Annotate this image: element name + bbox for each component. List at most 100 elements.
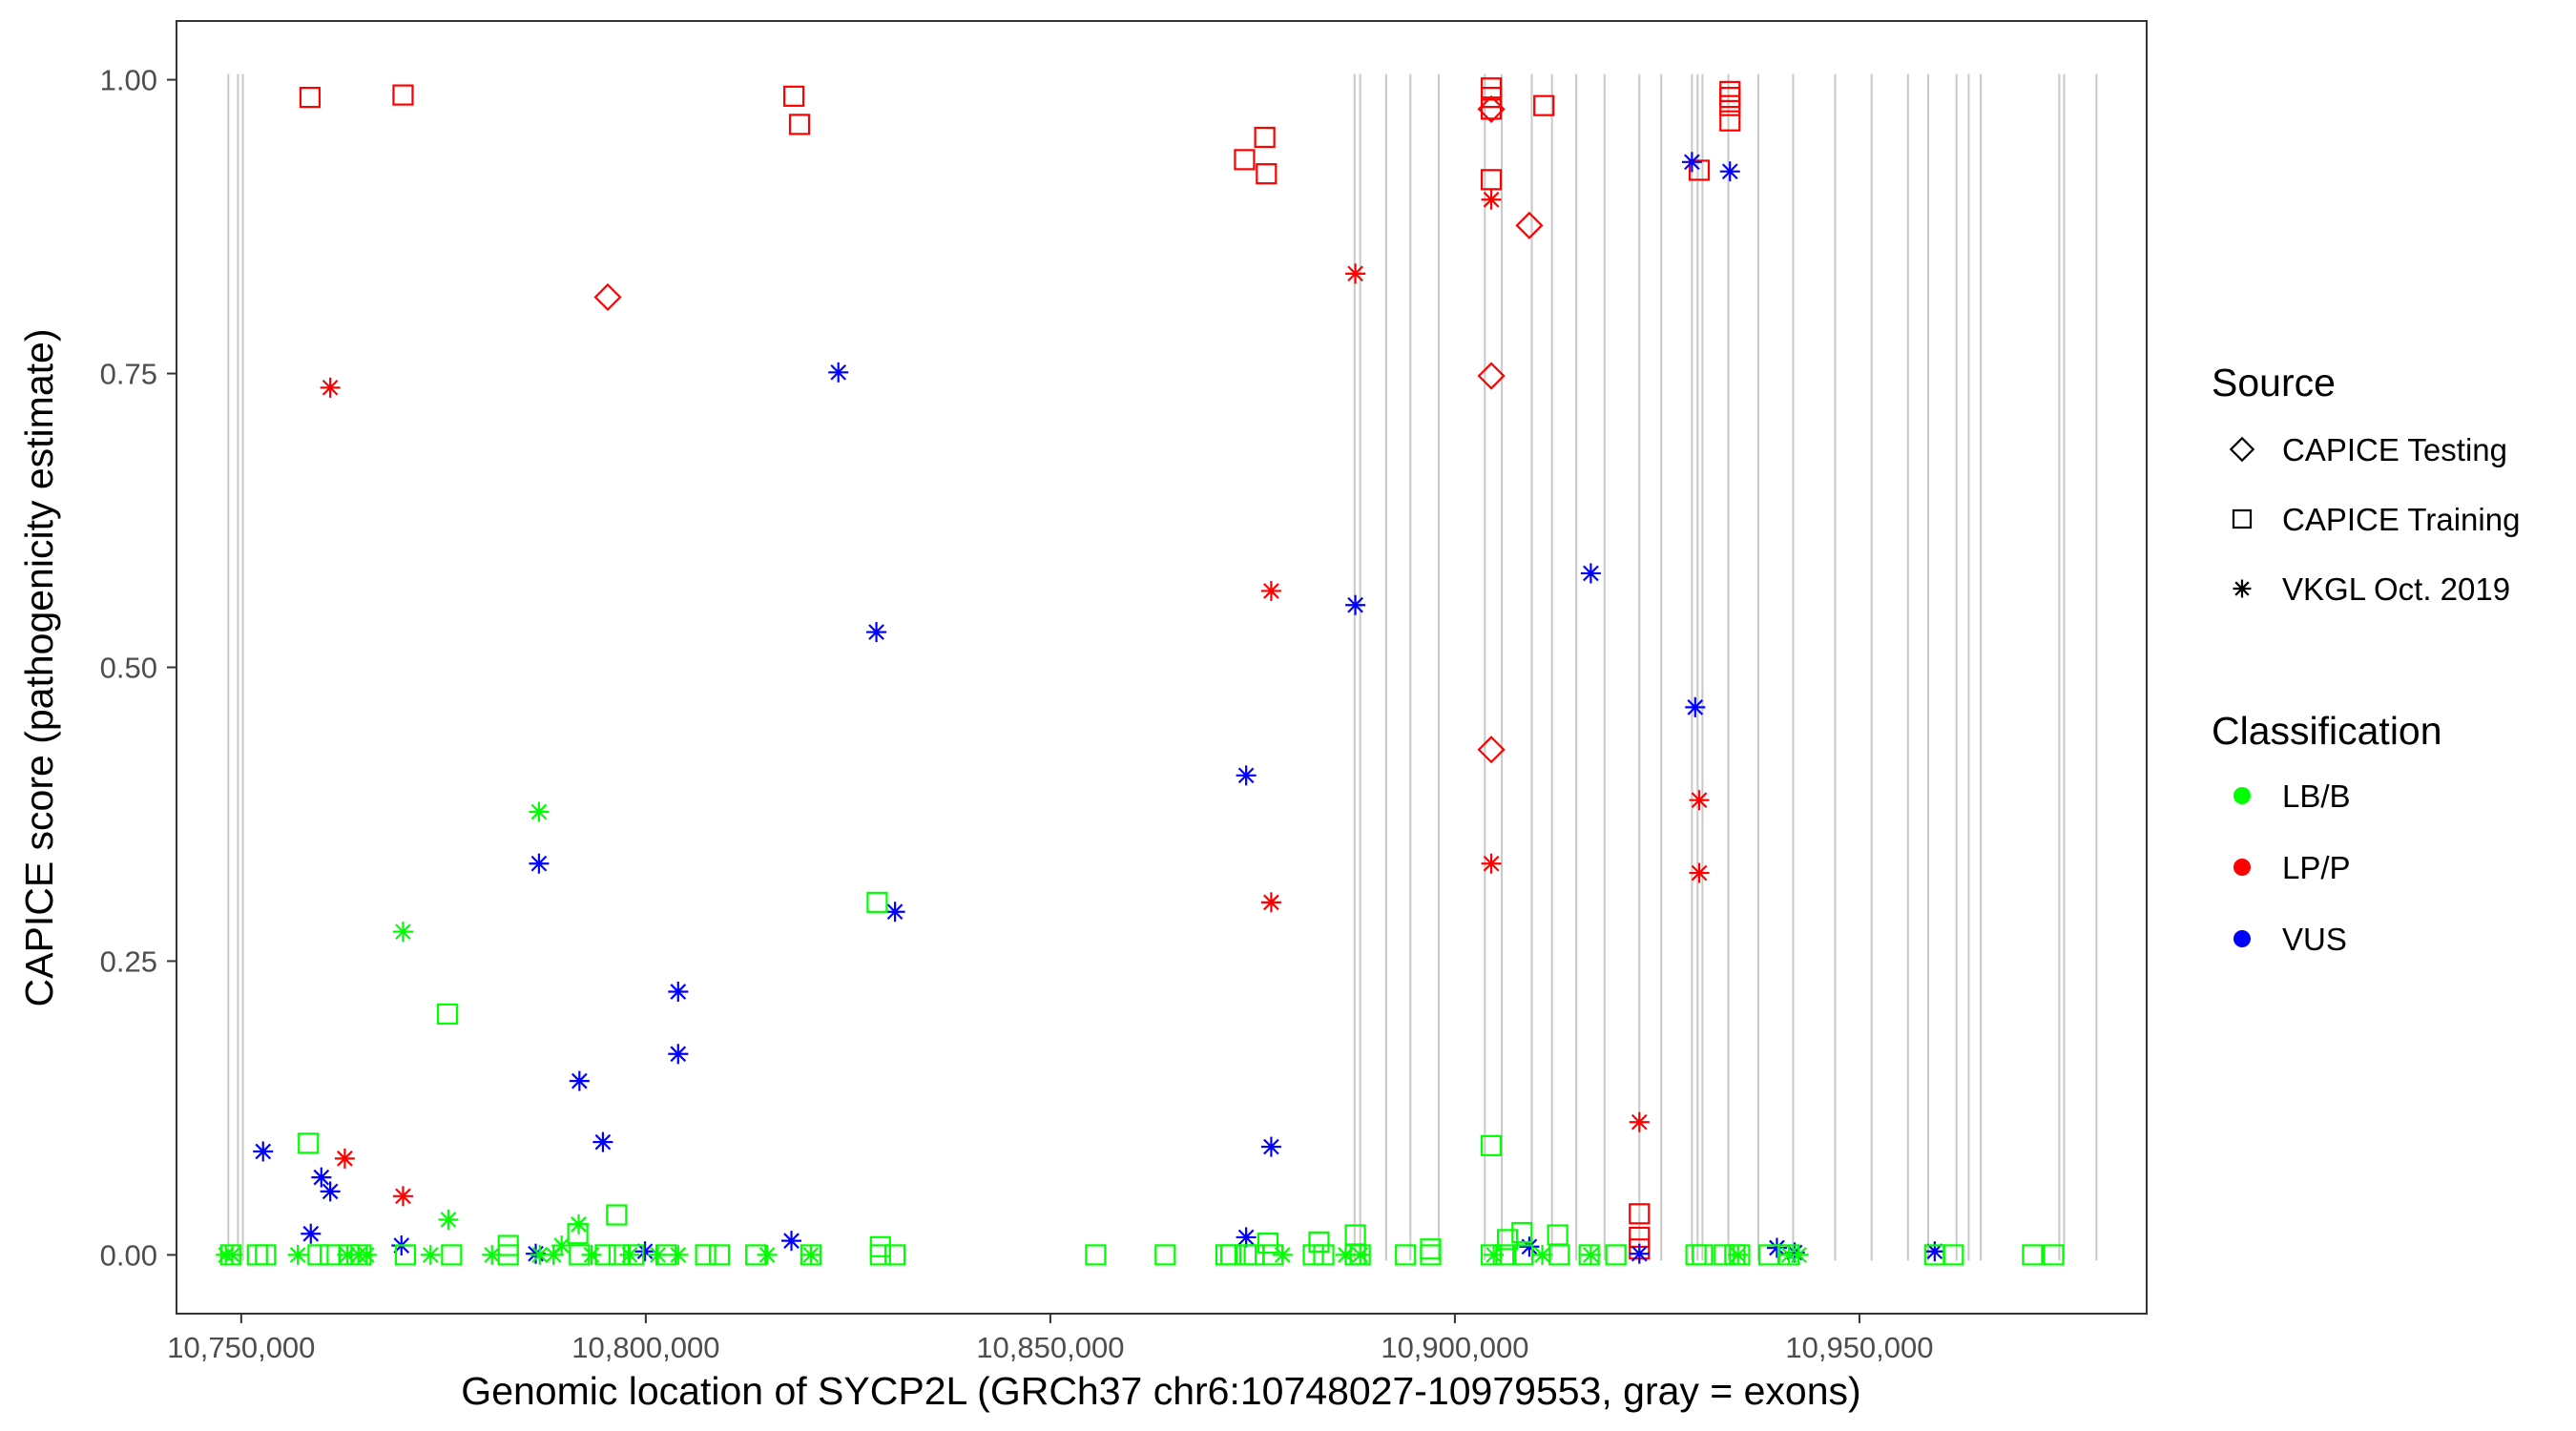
data-point (1481, 853, 1502, 874)
legend-source-items: CAPICE Testing CAPICE Training VKGL Oct. 2… (2229, 432, 2520, 607)
data-point (1757, 1244, 1780, 1266)
data-point (298, 1132, 320, 1154)
y-axis: 0.00 0.25 0.50 0.75 1.00 (100, 64, 177, 1272)
data-point (438, 1209, 459, 1230)
data-point (2043, 1244, 2065, 1266)
data-point (593, 282, 622, 312)
x-tick-label: 10,950,000 (1785, 1331, 1933, 1364)
data-point (1788, 1244, 1809, 1265)
y-tick-label: 0.50 (100, 652, 157, 685)
data-point (1477, 94, 1506, 123)
data-point (866, 622, 887, 643)
data-point (436, 1003, 459, 1025)
data-point (529, 801, 550, 822)
data-point (1496, 1229, 1519, 1251)
data-point (668, 1044, 689, 1065)
data-point (334, 1148, 355, 1169)
data-point (1272, 1244, 1293, 1265)
data-point (255, 1244, 277, 1266)
data-point (1688, 159, 1711, 181)
data-point (392, 1186, 413, 1207)
data-point (883, 1244, 906, 1266)
data-point (1257, 1232, 1279, 1255)
legend-class-items: LB/B LP/P VUS (2233, 778, 2351, 957)
data-point (1629, 1111, 1650, 1132)
data-point (708, 1244, 731, 1266)
legend: Source CAPICE Testing CAPICE Training VKGL… (2212, 361, 2520, 957)
legend-key-asterisk (2233, 579, 2252, 598)
data-point (311, 1167, 332, 1188)
data-point (1350, 1244, 1371, 1265)
data-point (668, 981, 689, 1002)
data-point (869, 1244, 891, 1266)
data-point (1420, 1244, 1442, 1266)
data-point (1480, 169, 1503, 191)
legend-label: VKGL Oct. 2019 (2282, 571, 2510, 607)
legend-label: CAPICE Training (2282, 502, 2520, 537)
data-point (320, 377, 341, 398)
legend-key-square (2232, 508, 2253, 529)
data-point (1256, 163, 1278, 185)
data-point (1692, 1244, 1714, 1266)
data-points (216, 77, 2065, 1266)
legend-label: LP/P (2282, 850, 2351, 885)
data-point (1689, 790, 1710, 811)
data-point (1345, 594, 1366, 615)
data-point (1629, 1243, 1650, 1264)
data-point (1719, 110, 1741, 132)
legend-label: VUS (2282, 922, 2347, 957)
y-tick-label: 0.75 (100, 358, 157, 391)
data-point (356, 1244, 377, 1265)
data-point (1260, 580, 1281, 601)
data-point (1254, 126, 1276, 149)
exon-lines (227, 73, 2098, 1261)
data-point (2022, 1244, 2044, 1266)
data-point (1477, 362, 1506, 390)
data-point (441, 1244, 463, 1266)
legend-key-color (2233, 930, 2251, 947)
data-point (782, 85, 805, 107)
data-point (1519, 1236, 1540, 1257)
legend-source-title: Source (2212, 361, 2336, 404)
data-point (1308, 1231, 1330, 1253)
legend-key-color (2233, 787, 2251, 804)
data-point (1085, 1244, 1107, 1266)
data-point (1719, 94, 1741, 116)
data-point (1236, 765, 1257, 786)
data-point (569, 1070, 590, 1091)
data-point (320, 1181, 341, 1202)
data-point (482, 1244, 503, 1265)
data-point (543, 1244, 564, 1265)
data-point (307, 1244, 329, 1266)
data-point (287, 1244, 308, 1265)
data-point (1234, 149, 1256, 171)
data-point (1766, 1237, 1787, 1258)
data-point (1260, 1136, 1281, 1157)
data-point (1689, 862, 1710, 883)
data-point (299, 86, 322, 109)
y-tick-label: 0.00 (100, 1238, 157, 1272)
data-point (1719, 161, 1740, 182)
x-tick-label: 10,900,000 (1381, 1331, 1528, 1364)
data-point (788, 114, 811, 135)
x-tick-label: 10,750,000 (167, 1331, 315, 1364)
data-point (884, 902, 905, 923)
data-point (568, 1213, 589, 1234)
data-point (1685, 696, 1706, 717)
data-point (695, 1244, 717, 1266)
data-point (606, 1204, 628, 1226)
data-point (1477, 736, 1506, 764)
data-point (420, 1244, 441, 1265)
data-point (1219, 1244, 1242, 1266)
data-point (668, 1244, 689, 1265)
data-point (581, 1244, 602, 1265)
data-point (253, 1141, 274, 1162)
x-tick-label: 10,800,000 (571, 1331, 719, 1364)
data-point (757, 1244, 778, 1265)
data-point (866, 891, 888, 913)
data-point (1511, 1221, 1533, 1244)
data-point (1480, 1134, 1503, 1156)
data-point (1484, 1244, 1505, 1265)
x-axis: 10,750,000 10,800,000 10,850,000 10,900,000… (167, 1314, 1934, 1364)
